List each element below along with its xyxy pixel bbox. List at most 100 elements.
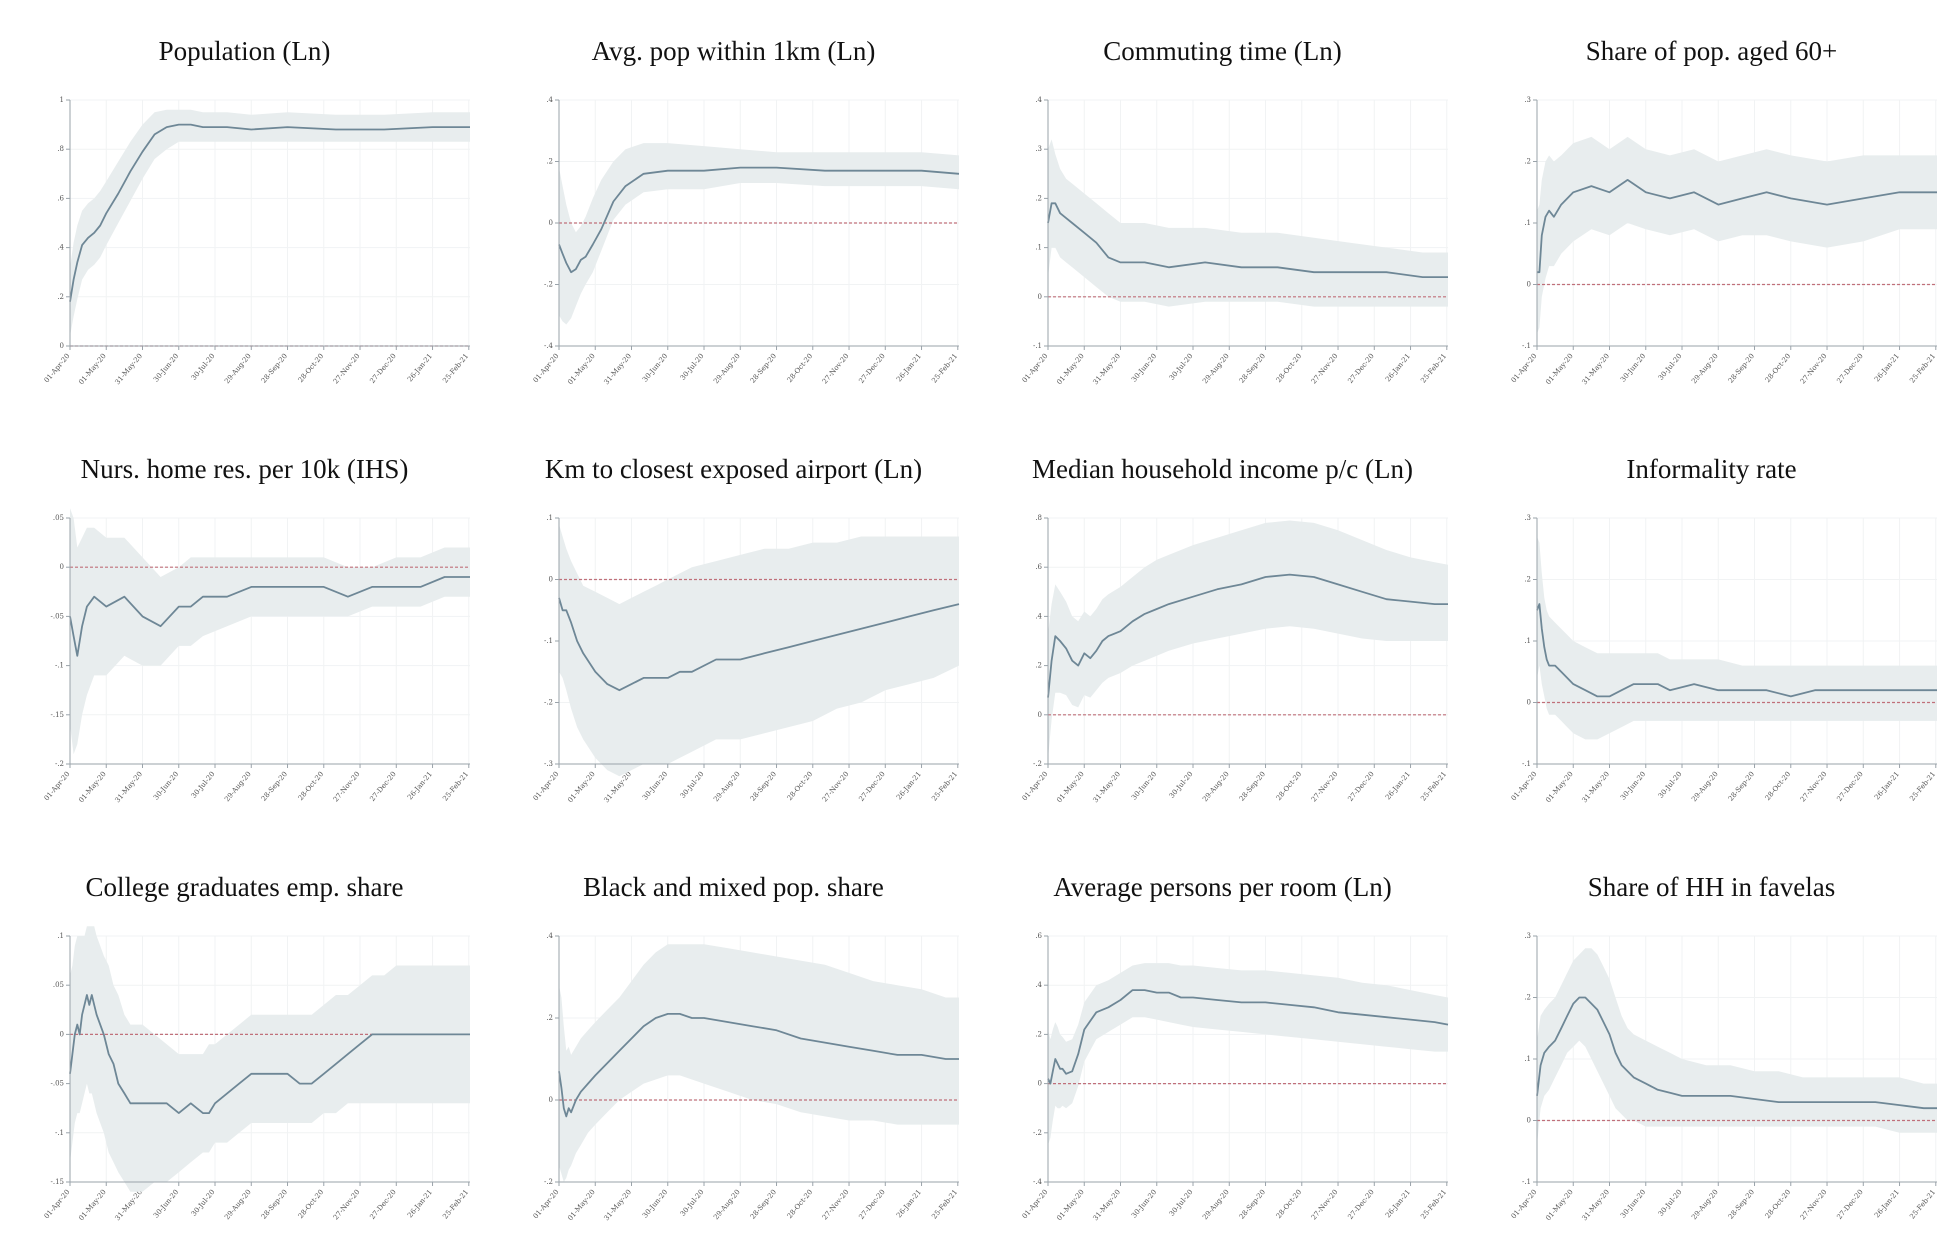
confidence-band: [1048, 520, 1448, 760]
x-tick-label: 30-Jun-20: [1130, 352, 1158, 383]
estimate-line: [69, 576, 470, 657]
y-tick-label: .2: [546, 158, 553, 166]
x-tick-label: 27-Nov-20: [332, 352, 362, 385]
x-tick-label: 27-Nov-20: [1799, 770, 1829, 803]
x-tick-label: 27-Nov-20: [1799, 352, 1829, 385]
x-tick-label: 28-Oct-20: [786, 1188, 815, 1220]
x-tick-label: 01-Apr-20: [1510, 770, 1539, 802]
x-tick-label: 27-Dec-20: [1346, 1188, 1375, 1221]
confidence-band: [1048, 963, 1448, 1146]
x-tick-label: 30-Jul-20: [679, 1188, 706, 1218]
x-tick-label: 26-Jan-21: [1873, 352, 1901, 383]
x-tick-label: 01-May-20: [77, 770, 107, 804]
x-tick-label: 01-May-20: [1055, 352, 1085, 386]
chart-panel: Avg. pop within 1km (Ln) 01-Apr-20 01-May-…: [489, 0, 978, 418]
x-tick-label: 01-Apr-20: [43, 352, 72, 384]
x-tick-label: 27-Dec-20: [1346, 770, 1375, 803]
y-tick-label: .1: [1524, 219, 1531, 227]
chart-title: Average persons per room (Ln): [1053, 872, 1392, 902]
x-tick-label: 27-Nov-20: [1310, 352, 1340, 385]
x-tick-label: 30-Jun-20: [152, 770, 180, 801]
x-tick-label: 28-Oct-20: [1764, 1188, 1793, 1220]
x-tick-label: 25-Feb-21: [1419, 352, 1448, 384]
y-tick-label: 0: [549, 219, 553, 227]
y-tick-label: .3: [1035, 145, 1042, 153]
x-tick-label: 29-Aug-20: [223, 1188, 253, 1221]
y-tick-label: -.1: [1522, 760, 1531, 768]
x-tick-label: 31-May-20: [1581, 1188, 1611, 1222]
x-tick-label: 28-Sep-20: [1727, 1188, 1756, 1221]
x-tick-label: 25-Feb-21: [1419, 770, 1448, 802]
x-tick-label: 27-Nov-20: [332, 1188, 362, 1221]
x-tick-label: 28-Oct-20: [297, 352, 326, 384]
y-tick-label: 0: [1527, 1117, 1531, 1125]
x-tick-label: 25-Feb-21: [1419, 1188, 1448, 1220]
y-tick-label: .1: [57, 932, 64, 940]
x-tick-label: 29-Aug-20: [712, 770, 742, 803]
y-tick-label: -.15: [51, 1178, 65, 1186]
confidence-band: [1048, 139, 1448, 307]
x-tick-label: 31-May-20: [1092, 352, 1122, 386]
x-tick-label: 27-Dec-20: [857, 770, 886, 803]
x-tick-label: 27-Nov-20: [332, 770, 362, 803]
x-tick-label: 29-Aug-20: [1201, 1188, 1231, 1221]
y-tick-label: .2: [1035, 662, 1042, 670]
x-tick-label: 01-Apr-20: [532, 1188, 561, 1220]
x-tick-label: 26-Jan-21: [895, 352, 923, 383]
confidence-band: [1537, 536, 1937, 740]
x-tick-label: 30-Jul-20: [679, 770, 706, 800]
chart-svg: 01-Apr-20 01-May-20 31-May-20 30-Jun-20 30-J…: [43, 926, 470, 1222]
x-tick-label: 27-Dec-20: [368, 352, 397, 385]
x-tick-label: 25-Feb-21: [1908, 770, 1937, 802]
x-tick-label: 01-Apr-20: [1510, 1188, 1539, 1220]
x-tick-label: 30-Jun-20: [1619, 770, 1647, 801]
x-tick-label: 26-Jan-21: [406, 352, 434, 383]
x-tick-label: 25-Feb-21: [930, 352, 959, 384]
x-tick-label: 29-Aug-20: [712, 352, 742, 385]
x-tick-label: 01-May-20: [566, 352, 596, 386]
x-tick-label: 01-May-20: [1544, 352, 1574, 386]
x-tick-label: 26-Jan-21: [1873, 770, 1901, 801]
confidence-band: [1537, 136, 1937, 334]
y-tick-label: .3: [1524, 96, 1531, 104]
x-tick-label: 25-Feb-21: [1908, 1188, 1937, 1220]
y-tick-label: .2: [546, 1014, 553, 1022]
chart-panel: Share of pop. aged 60+ 01-Apr-20 01-May-20…: [1467, 0, 1956, 418]
x-tick-label: 30-Jul-20: [190, 770, 217, 800]
x-tick-label: 29-Aug-20: [1690, 1188, 1720, 1221]
x-tick-label: 31-May-20: [1581, 770, 1611, 804]
x-tick-label: 26-Jan-21: [1873, 1188, 1901, 1219]
y-tick-label: 0: [1527, 699, 1531, 707]
y-tick-label: -.15: [51, 711, 65, 719]
x-tick-label: 25-Feb-21: [930, 1188, 959, 1220]
chart-svg: 01-Apr-20 01-May-20 31-May-20 30-Jun-20 30-J…: [43, 96, 471, 386]
y-tick-label: .6: [57, 194, 64, 202]
y-tick-label: .2: [1035, 1030, 1042, 1038]
chart-title: Commuting time (Ln): [1103, 36, 1342, 66]
chart-panel: Informality rate 01-Apr-20 01-May-20 31-May…: [1467, 418, 1956, 836]
y-tick-label: -.2: [1033, 760, 1042, 768]
y-tick-label: .05: [53, 981, 64, 989]
y-tick-label: 0: [1038, 293, 1042, 301]
y-tick-label: -.4: [1033, 1178, 1043, 1186]
x-tick-label: 25-Feb-21: [441, 352, 470, 384]
x-tick-label: 29-Aug-20: [1201, 770, 1231, 803]
x-tick-label: 27-Dec-20: [1835, 352, 1864, 385]
y-tick-label: 0: [1527, 281, 1531, 289]
x-tick-label: 25-Feb-21: [930, 770, 959, 802]
x-tick-label: 30-Jul-20: [1657, 1188, 1684, 1218]
y-tick-label: -.05: [51, 1080, 65, 1088]
confidence-band: [70, 508, 470, 755]
y-tick-label: .1: [546, 514, 553, 522]
y-tick-label: .2: [1035, 194, 1042, 202]
chart-svg: 01-Apr-20 01-May-20 31-May-20 30-Jun-20 30-J…: [532, 514, 960, 804]
x-tick-label: 01-Apr-20: [43, 1188, 72, 1220]
x-tick-label: 26-Jan-21: [895, 1188, 923, 1219]
x-tick-label: 28-Sep-20: [260, 352, 289, 385]
y-tick-label: .4: [1035, 612, 1042, 620]
x-tick-label: 31-May-20: [1581, 352, 1611, 386]
y-tick-label: .4: [546, 932, 553, 940]
y-tick-label: .2: [57, 293, 64, 301]
y-tick-label: 1: [60, 96, 64, 104]
